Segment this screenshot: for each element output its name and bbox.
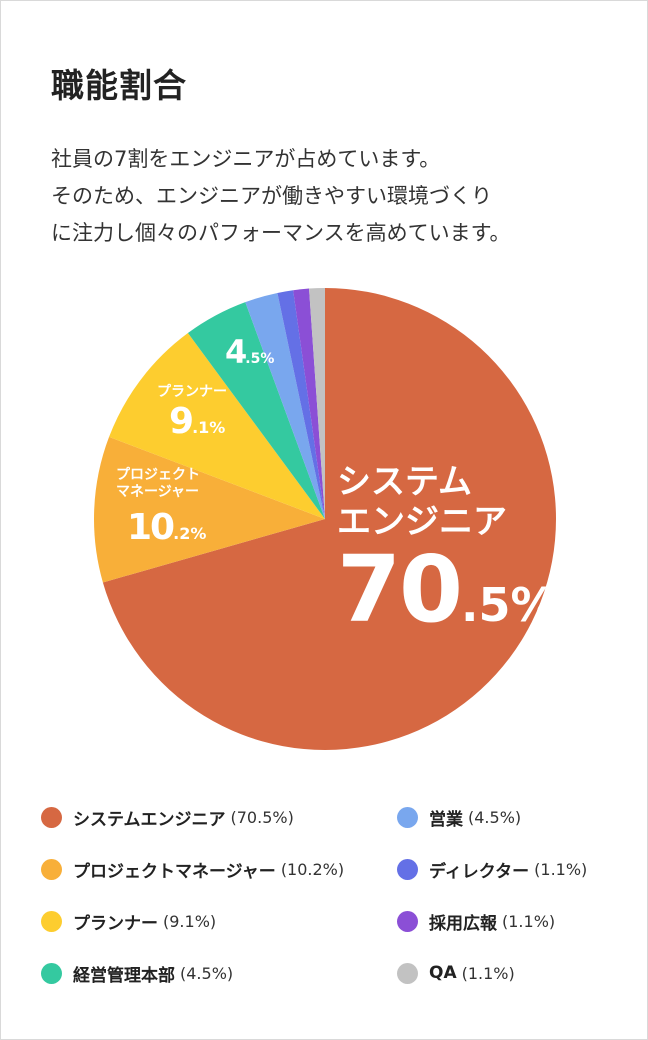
legend-item-project-manager: プロジェクトマネージャー (10.2%)	[41, 843, 344, 895]
slice-label-1-line-0: プロジェクト	[116, 467, 200, 483]
description-line-2: そのため、エンジニアが働きやすい環境づくり	[51, 184, 492, 208]
legend-swatch	[397, 858, 418, 880]
legend-percent: (1.1%)	[461, 963, 515, 983]
legend-right: 営業 (4.5%) ディレクター (1.1%) 採用広報 (1.1%) QA (…	[397, 791, 587, 999]
pie-slice-1	[94, 436, 325, 583]
legend-item-sales: 営業 (4.5%)	[397, 791, 587, 843]
pie-slice-3	[187, 302, 325, 519]
legend-swatch	[41, 806, 62, 828]
description: 社員の7割をエンジニアが占めています。 そのため、エンジニアが働きやすい環境づく…	[51, 141, 611, 252]
legend-item-recruiting-pr: 採用広報 (1.1%)	[397, 895, 587, 947]
legend-swatch	[41, 858, 62, 880]
legend-label: プロジェクトマネージャー	[73, 861, 276, 882]
legend-swatch	[41, 910, 62, 932]
description-line-3: に注力し個々のパフォーマンスを高めています。	[51, 221, 511, 245]
legend-item-director: ディレクター (1.1%)	[397, 843, 587, 895]
slice-percent-0: 70.5%	[337, 536, 557, 643]
slice-label-0-line-0: システム	[337, 462, 472, 502]
legend-percent: (1.1%)	[502, 911, 556, 931]
legend-swatch	[397, 806, 418, 828]
page-title: 職能割合	[51, 66, 187, 105]
legend-percent: (1.1%)	[534, 859, 588, 879]
legend-label: 採用広報	[429, 913, 497, 934]
legend-percent: (10.2%)	[280, 859, 345, 879]
pie-slice-7	[309, 288, 325, 519]
slice-label-1-line-1: マネージャー	[116, 484, 199, 500]
slice-label-2-line-0: プランナー	[157, 384, 227, 400]
legend-swatch	[397, 910, 418, 932]
legend-label: QA	[429, 963, 457, 983]
pie-slice-6	[293, 288, 325, 519]
legend-percent: (9.1%)	[163, 911, 217, 931]
slice-percent-3: 4.5%	[225, 333, 274, 371]
pie-slice-5	[277, 290, 325, 519]
legend-percent: (4.5%)	[180, 963, 234, 983]
legend-label: プランナー	[73, 913, 158, 934]
legend-swatch	[397, 962, 418, 984]
pie-slice-4	[245, 292, 325, 519]
legend-label: システムエンジニア	[73, 809, 226, 830]
legend-label: 経営管理本部	[73, 965, 175, 986]
legend-item-qa: QA (1.1%)	[397, 947, 587, 999]
description-line-1: 社員の7割をエンジニアが占めています。	[51, 147, 441, 171]
pie-slice-0	[102, 288, 557, 750]
slice-label-0-line-1: エンジニア	[337, 502, 507, 542]
legend-left: システムエンジニア (70.5%) プロジェクトマネージャー (10.2%) プ…	[41, 791, 344, 999]
legend-swatch	[41, 962, 62, 984]
legend-item-management: 経営管理本部 (4.5%)	[41, 947, 344, 999]
legend-item-system-engineer: システムエンジニア (70.5%)	[41, 791, 344, 843]
legend-label: ディレクター	[429, 861, 530, 882]
legend-label: 営業	[429, 809, 463, 830]
legend-item-planner: プランナー (9.1%)	[41, 895, 344, 947]
slice-percent-2: 9.1%	[169, 401, 225, 442]
legend-percent: (70.5%)	[230, 807, 294, 827]
slice-percent-1: 10.2%	[127, 507, 206, 548]
legend-percent: (4.5%)	[468, 807, 522, 827]
pie-slice-2	[109, 333, 325, 519]
